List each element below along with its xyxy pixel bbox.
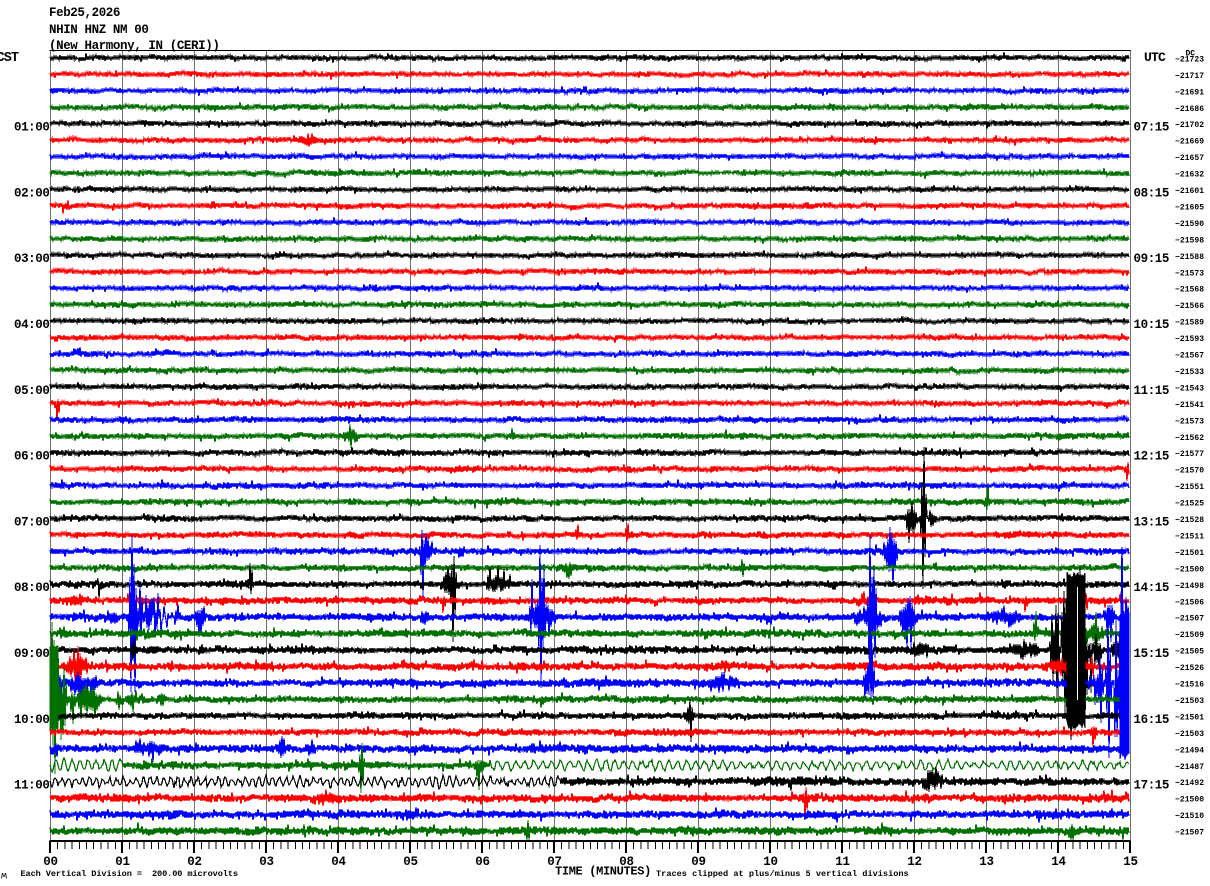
svg-text:−21686: −21686 [1175,105,1204,114]
svg-text:−21487: −21487 [1175,763,1204,772]
svg-text:−21598: −21598 [1175,236,1204,245]
svg-text:16:15: 16:15 [1134,713,1170,727]
svg-text:−21593: −21593 [1175,335,1204,344]
svg-text:09:00: 09:00 [14,647,50,661]
svg-text:−21516: −21516 [1175,681,1204,690]
svg-text:−21568: −21568 [1175,286,1204,295]
svg-text:−21526: −21526 [1175,664,1204,673]
svg-text:−21528: −21528 [1175,516,1204,525]
svg-text:Feb25,2026: Feb25,2026 [49,6,120,20]
svg-text:−21503: −21503 [1175,730,1204,739]
svg-text:−21605: −21605 [1175,203,1204,212]
svg-text:09:15: 09:15 [1134,252,1170,266]
svg-text:−21507: −21507 [1175,615,1204,624]
svg-text:08:00: 08:00 [14,581,50,595]
svg-text:−21501: −21501 [1175,713,1204,722]
svg-text:11:15: 11:15 [1134,384,1170,398]
svg-text:02: 02 [187,855,201,869]
svg-text:05:00: 05:00 [14,384,50,398]
svg-text:−21573: −21573 [1175,417,1204,426]
svg-text:−21723: −21723 [1175,55,1204,64]
svg-text:−21601: −21601 [1175,187,1204,196]
svg-text:12:15: 12:15 [1134,450,1170,464]
svg-text:13: 13 [979,855,993,869]
svg-text:08: 08 [619,855,633,869]
svg-text:03:00: 03:00 [14,252,50,266]
svg-text:−21494: −21494 [1175,746,1204,755]
svg-text:−21543: −21543 [1175,384,1204,393]
svg-text:−21492: −21492 [1175,779,1204,788]
svg-text:−21562: −21562 [1175,434,1204,443]
svg-text:−21533: −21533 [1175,368,1204,377]
svg-text:−21498: −21498 [1175,582,1204,591]
svg-text:07:15: 07:15 [1134,121,1170,135]
svg-text:−21500: −21500 [1175,565,1204,574]
svg-text:00: 00 [43,855,57,869]
svg-text:Each Vertical Division = 200.: Each Vertical Division = 200.00 microvol… [21,869,238,879]
svg-text:07: 07 [547,855,561,869]
svg-text:−21551: −21551 [1175,483,1204,492]
svg-text:−21505: −21505 [1175,648,1204,657]
svg-text:11: 11 [835,855,849,869]
svg-text:UTC: UTC [1144,50,1166,65]
svg-text:10: 10 [763,855,777,869]
svg-text:ʍ: ʍ [1,872,7,883]
svg-text:04: 04 [331,855,346,869]
svg-text:−21507: −21507 [1175,829,1204,838]
svg-text:10:00: 10:00 [14,713,50,727]
svg-text:(New Harmony, IN (CERI)): (New Harmony, IN (CERI)) [49,39,219,53]
svg-text:−21570: −21570 [1175,467,1204,476]
svg-text:01: 01 [115,855,129,869]
svg-text:NHIN HNZ NM 00: NHIN HNZ NM 00 [49,23,148,37]
svg-text:−21503: −21503 [1175,697,1204,706]
svg-text:−21566: −21566 [1175,302,1204,311]
svg-text:13:15: 13:15 [1134,515,1170,529]
svg-text:12: 12 [907,855,921,869]
svg-text:−21588: −21588 [1175,253,1204,262]
svg-text:07:00: 07:00 [14,515,50,529]
svg-text:−21589: −21589 [1175,319,1204,328]
svg-text:Traces clipped at plus/minus 5: Traces clipped at plus/minus 5 vertical … [656,869,909,879]
svg-text:15:15: 15:15 [1134,647,1170,661]
svg-text:−21510: −21510 [1175,812,1204,821]
svg-text:06: 06 [475,855,489,869]
svg-text:14: 14 [1051,855,1066,869]
svg-text:09: 09 [691,855,705,869]
svg-text:TIME (MINUTES): TIME (MINUTES) [555,865,651,879]
svg-text:04:00: 04:00 [14,318,50,332]
svg-text:−21573: −21573 [1175,269,1204,278]
svg-text:−21506: −21506 [1175,598,1204,607]
svg-text:08:15: 08:15 [1134,186,1170,200]
svg-text:10:15: 10:15 [1134,318,1170,332]
svg-text:−21590: −21590 [1175,220,1204,229]
svg-text:−21717: −21717 [1175,72,1204,81]
svg-text:−21657: −21657 [1175,154,1204,163]
svg-text:−21577: −21577 [1175,450,1204,459]
svg-text:−21511: −21511 [1175,532,1204,541]
svg-text:02:00: 02:00 [14,186,50,200]
svg-text:05: 05 [403,855,417,869]
svg-text:−21525: −21525 [1175,500,1204,509]
svg-text:14:15: 14:15 [1134,581,1170,595]
svg-text:01:00: 01:00 [14,121,50,135]
svg-text:−21501: −21501 [1175,549,1204,558]
svg-text:−21702: −21702 [1175,121,1204,130]
svg-text:−21500: −21500 [1175,796,1204,805]
svg-text:03: 03 [259,855,273,869]
svg-text:11:00: 11:00 [14,779,50,793]
svg-text:−21509: −21509 [1175,631,1204,640]
svg-text:−21691: −21691 [1175,88,1204,97]
svg-text:DC: DC [1186,50,1196,59]
svg-text:CST: CST [0,51,19,66]
svg-text:−21567: −21567 [1175,352,1204,361]
svg-text:06:00: 06:00 [14,450,50,464]
svg-text:15: 15 [1123,855,1137,869]
svg-text:−21669: −21669 [1175,138,1204,147]
svg-text:−21541: −21541 [1175,401,1204,410]
svg-text:−21632: −21632 [1175,171,1204,180]
svg-text:17:15: 17:15 [1134,779,1170,793]
